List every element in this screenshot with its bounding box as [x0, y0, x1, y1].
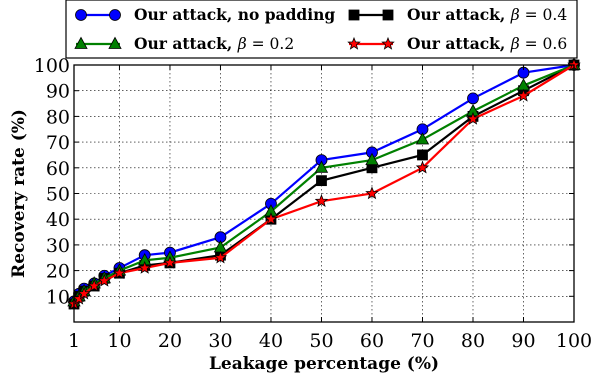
data-point: [466, 111, 480, 125]
data-point: [316, 175, 327, 187]
legend-label-value: = 0.2: [247, 35, 295, 53]
legend-label-value: = 0.6: [520, 35, 568, 53]
legend-label-main: Our attack,: [134, 34, 238, 53]
legend-label-main: Our attack, no padding: [134, 5, 335, 24]
x-tick-label: 20: [158, 330, 182, 352]
data-point: [467, 92, 479, 105]
legend-label: Our attack, β = 0.4: [407, 5, 567, 24]
x-tick-label: 70: [410, 330, 434, 352]
x-tick-label: 60: [360, 330, 384, 352]
legend-entry: Our attack, β = 0.2: [74, 34, 294, 53]
data-point: [314, 160, 329, 173]
data-point: [365, 186, 379, 200]
data-point: [163, 255, 177, 269]
data-point: [213, 240, 228, 253]
data-point: [77, 286, 91, 300]
y-tick-label: 40: [46, 209, 70, 231]
data-point: [264, 212, 278, 225]
legend-entry: Our attack, β = 0.4: [348, 5, 567, 24]
data-point: [415, 132, 430, 145]
legend-box: [65, 0, 578, 59]
data-point: [137, 260, 152, 274]
data-point: [415, 160, 430, 174]
legend-label: Our attack, β = 0.6: [407, 34, 567, 53]
legend-marker: [108, 36, 122, 49]
x-tick-label: 40: [259, 330, 283, 352]
legend-label-value: = 0.4: [520, 6, 568, 24]
legend-marker: [381, 36, 395, 50]
series-layer: [67, 57, 581, 310]
data-point: [365, 152, 379, 165]
data-point: [112, 266, 127, 279]
legend-label-main: Our attack,: [407, 5, 511, 24]
legend-marker: [347, 36, 361, 50]
x-tick-label: 30: [208, 330, 232, 352]
x-tick-label: 1: [68, 330, 80, 352]
data-point: [213, 250, 228, 264]
legend-marker: [74, 36, 88, 49]
legend-label-symbol: β: [237, 35, 247, 53]
y-tick-label: 30: [46, 235, 70, 257]
grid-lines: [74, 65, 574, 322]
legend-marker: [382, 9, 394, 21]
legend-label: Our attack, β = 0.2: [134, 34, 294, 53]
y-tick-label: 80: [46, 106, 70, 128]
data-point: [516, 88, 531, 102]
data-point: [314, 194, 329, 207]
legend-label-main: Our attack,: [407, 34, 511, 53]
x-tick-label: 90: [511, 330, 535, 352]
y-tick-label: 50: [46, 184, 70, 206]
x-tick-label: 80: [461, 330, 485, 352]
legend-label: Our attack, no padding: [134, 5, 335, 24]
x-axis-label: Leakage percentage (%): [209, 354, 439, 374]
series-line: [73, 64, 575, 305]
y-tick-label: 100: [34, 55, 70, 77]
x-tick-label: 100: [556, 330, 592, 352]
legend-marker: [75, 9, 87, 21]
legend-entry: Our attack, no padding: [75, 5, 335, 24]
y-tick-label: 90: [46, 81, 70, 103]
series-3: [67, 57, 581, 310]
x-tick-label: 10: [107, 330, 131, 352]
y-tick-label: 60: [46, 158, 70, 180]
data-point: [87, 278, 101, 292]
legend: Our attack, no padding Our attack, β = 0.…: [65, 0, 578, 59]
legend-marker: [109, 9, 121, 21]
y-tick-label: 10: [46, 286, 70, 308]
y-axis-label: Recovery rate (%): [9, 109, 29, 278]
axis-ticks: 1 10 20 30 40 50 60 70 80 90 100 10 20 30 40 50 60 70 80 90…: [34, 55, 592, 352]
legend-marker: [348, 9, 360, 21]
y-tick-label: 70: [46, 132, 70, 154]
legend-label-symbol: β: [510, 35, 520, 53]
legend-entry: Our attack, β = 0.6: [347, 34, 567, 53]
legend-label-symbol: β: [510, 6, 520, 24]
y-tick-label: 20: [46, 261, 70, 283]
x-tick-label: 50: [309, 330, 333, 352]
data-point: [417, 149, 428, 161]
data-point: [97, 273, 112, 287]
